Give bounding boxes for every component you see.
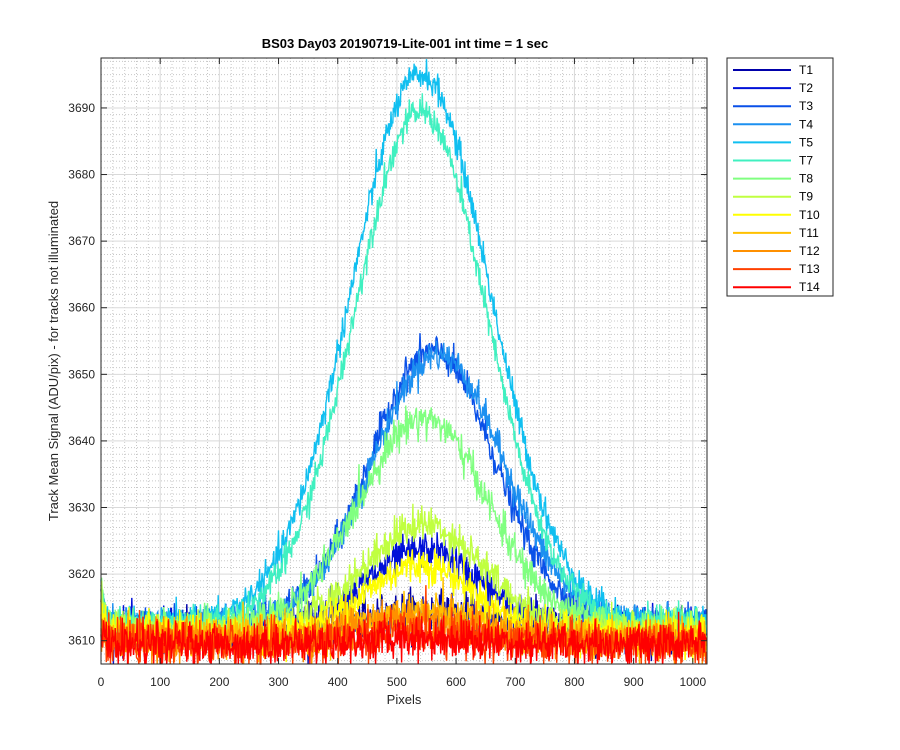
legend-label-t12: T12 — [799, 244, 820, 258]
x-tick-label: 200 — [209, 675, 229, 689]
legend-label-t2: T2 — [799, 81, 813, 95]
legend-label-t10: T10 — [799, 208, 820, 222]
y-tick-label: 3690 — [68, 101, 95, 115]
y-tick-label: 3610 — [68, 634, 95, 648]
legend-label-t4: T4 — [799, 117, 813, 131]
y-tick-label: 3670 — [68, 234, 95, 248]
x-axis-label: Pixels — [387, 692, 422, 707]
legend-label-t14: T14 — [799, 280, 820, 294]
x-tick-label: 0 — [98, 675, 105, 689]
legend-label-t11: T11 — [799, 226, 819, 240]
y-tick-label: 3680 — [68, 168, 95, 182]
x-tick-label: 600 — [446, 675, 466, 689]
legend-label-t5: T5 — [799, 135, 813, 149]
series-line-t14 — [100, 611, 708, 665]
legend-label-t7: T7 — [799, 154, 813, 168]
y-tick-label: 3640 — [68, 434, 95, 448]
legend-label-t9: T9 — [799, 190, 813, 204]
legend-label-t3: T3 — [799, 99, 813, 113]
y-tick-label: 3660 — [68, 301, 95, 315]
x-tick-label: 700 — [505, 675, 525, 689]
legend-label-t8: T8 — [799, 172, 813, 186]
legend-box — [726, 57, 834, 297]
legend-label-t13: T13 — [799, 262, 820, 276]
x-tick-label: 900 — [624, 675, 644, 689]
plot-frame — [100, 57, 708, 665]
series-lines — [100, 59, 708, 665]
y-tick-label: 3650 — [68, 367, 95, 381]
x-axis-ticks: 0 100 200 300 400 500 600 700 800 900 1000 — [98, 58, 706, 689]
y-axis-ticks: 3610 3620 3630 3640 3650 3660 3670 3680 3690 — [68, 101, 707, 648]
legend-entries: T1 T2 T3 T4 T5 T7 T8 T9 T10 T11 T12 T13 T14 — [733, 63, 820, 294]
y-tick-label: 3620 — [68, 567, 95, 581]
y-tick-label: 3630 — [68, 501, 95, 515]
x-tick-label: 1000 — [679, 675, 706, 689]
x-tick-label: 100 — [150, 675, 170, 689]
y-axis-label: Track Mean Signal (ADU/pix) - for tracks… — [46, 201, 61, 521]
x-tick-label: 500 — [387, 675, 407, 689]
legend: T1 T2 T3 T4 T5 T7 T8 T9 T10 T11 T12 T13 T14 — [726, 57, 834, 297]
x-tick-label: 800 — [564, 675, 584, 689]
x-tick-label: 300 — [269, 675, 289, 689]
x-tick-label: 400 — [328, 675, 348, 689]
legend-label-t1: T1 — [799, 63, 813, 77]
plot-area — [100, 57, 708, 665]
chart-title: BS03 Day03 20190719-Lite-001 int time = … — [262, 36, 549, 51]
